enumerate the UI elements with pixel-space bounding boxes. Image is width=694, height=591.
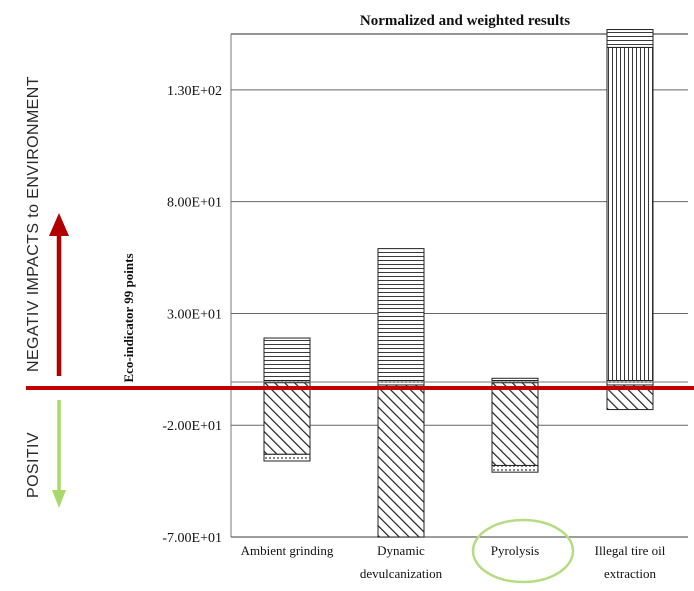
y-axis-label: Eco-indicator 99 points (121, 253, 136, 382)
bar-segment (263, 337, 311, 382)
bar-segment (491, 377, 539, 382)
y-tick-label: -7.00E+01 (162, 531, 222, 546)
bar-segment (377, 380, 425, 386)
negative-impact-arrow (49, 213, 69, 376)
category-label: Pyrolysis (491, 543, 539, 558)
positive-label: POSITIV (25, 432, 42, 498)
pyrolysis-highlight-circle (471, 518, 575, 584)
bar-segment (606, 46, 654, 382)
chart-title: Normalized and weighted results (360, 13, 570, 29)
y-tick-label: 3.00E+01 (167, 307, 222, 322)
y-tick-label: 1.30E+02 (167, 84, 222, 99)
bar-segment (377, 248, 425, 382)
category-label-line2: devulcanization (360, 566, 443, 581)
bar-segment (606, 380, 654, 386)
negative-impact-label: NEGATIV IMPACTS to ENVIRONMENT (25, 76, 42, 372)
bar-segment (377, 384, 425, 538)
bars (263, 29, 654, 538)
y-tick-label: -2.00E+01 (162, 419, 222, 434)
bar-segment (491, 382, 539, 466)
category-label: Dynamic (377, 543, 425, 558)
bar-segment (606, 29, 654, 48)
bar-segment (263, 382, 311, 455)
bar-segment (491, 464, 539, 473)
category-labels: Ambient grinding Dynamic devulcanization Py… (241, 543, 666, 581)
category-label: Ambient grinding (241, 543, 334, 558)
category-label-line2: extraction (604, 566, 656, 581)
category-label: Illegal tire oil (595, 543, 666, 558)
positive-arrow (52, 400, 66, 508)
bar-segment (263, 453, 311, 462)
y-tick-labels: 1.30E+02 8.00E+01 3.00E+01 -2.00E+01 -7.00E+… (162, 84, 222, 546)
y-tick-label: 8.00E+01 (167, 196, 222, 211)
